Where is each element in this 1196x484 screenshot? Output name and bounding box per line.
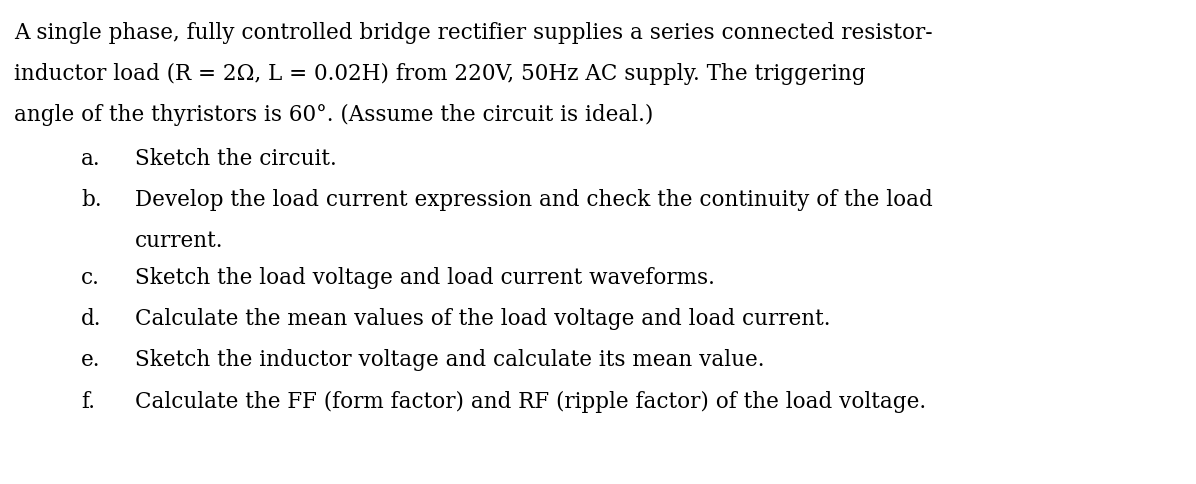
Text: Calculate the FF (form factor) and RF (ripple factor) of the load voltage.: Calculate the FF (form factor) and RF (r… (135, 391, 926, 413)
Text: Sketch the circuit.: Sketch the circuit. (135, 148, 337, 169)
Text: Sketch the load voltage and load current waveforms.: Sketch the load voltage and load current… (135, 267, 715, 289)
Text: b.: b. (81, 189, 102, 211)
Text: Sketch the inductor voltage and calculate its mean value.: Sketch the inductor voltage and calculat… (135, 349, 764, 371)
Text: a.: a. (81, 148, 100, 169)
Text: d.: d. (81, 308, 102, 330)
Text: A single phase, fully controlled bridge rectifier supplies a series connected re: A single phase, fully controlled bridge … (14, 22, 933, 44)
Text: inductor load (R = 2Ω, L = 0.02H) from 220V, 50Hz AC supply. The triggering: inductor load (R = 2Ω, L = 0.02H) from 2… (14, 63, 866, 85)
Text: angle of the thyristors is 60°. (Assume the circuit is ideal.): angle of the thyristors is 60°. (Assume … (14, 104, 654, 126)
Text: Develop the load current expression and check the continuity of the load: Develop the load current expression and … (135, 189, 933, 211)
Text: Calculate the mean values of the load voltage and load current.: Calculate the mean values of the load vo… (135, 308, 831, 330)
Text: f.: f. (81, 391, 96, 412)
Text: c.: c. (81, 267, 100, 289)
Text: current.: current. (135, 230, 224, 252)
Text: e.: e. (81, 349, 100, 371)
